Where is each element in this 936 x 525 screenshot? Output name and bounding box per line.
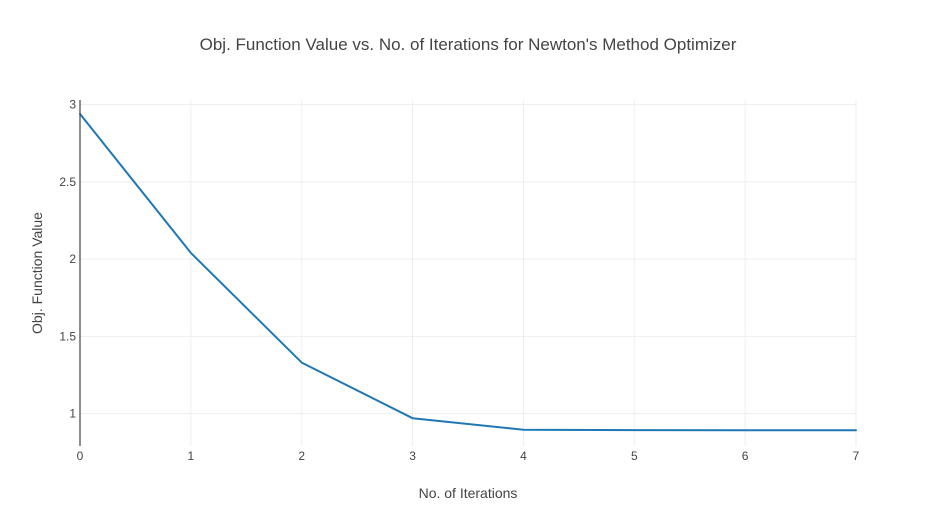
x-tick-label: 6	[742, 449, 749, 463]
x-tick-label: 3	[409, 449, 416, 463]
x-tick-label: 0	[77, 449, 84, 463]
series-layer	[79, 112, 857, 432]
y-tick-label: 2.5	[59, 175, 76, 189]
y-axis-ticks: 1 1.5 2 2.5 3	[59, 98, 76, 421]
x-axis-ticks: 0 1 2 3 4 5 6 7	[77, 449, 860, 463]
x-tick-label: 1	[188, 449, 195, 463]
y-tick-label: 3	[69, 98, 76, 112]
chart-title: Obj. Function Value vs. No. of Iteration…	[200, 35, 737, 54]
y-tick-label: 1	[69, 407, 76, 421]
x-tick-label: 5	[631, 449, 638, 463]
y-tick-label: 2	[69, 252, 76, 266]
y-tick-label: 1.5	[59, 329, 76, 343]
x-tick-label: 7	[853, 449, 860, 463]
x-tick-label: 2	[298, 449, 305, 463]
x-tick-label: 4	[520, 449, 527, 463]
series-line	[79, 112, 857, 432]
y-axis-title: Obj. Function Value	[29, 212, 45, 334]
x-axis-title: No. of Iterations	[419, 485, 518, 501]
gridlines	[80, 100, 857, 446]
